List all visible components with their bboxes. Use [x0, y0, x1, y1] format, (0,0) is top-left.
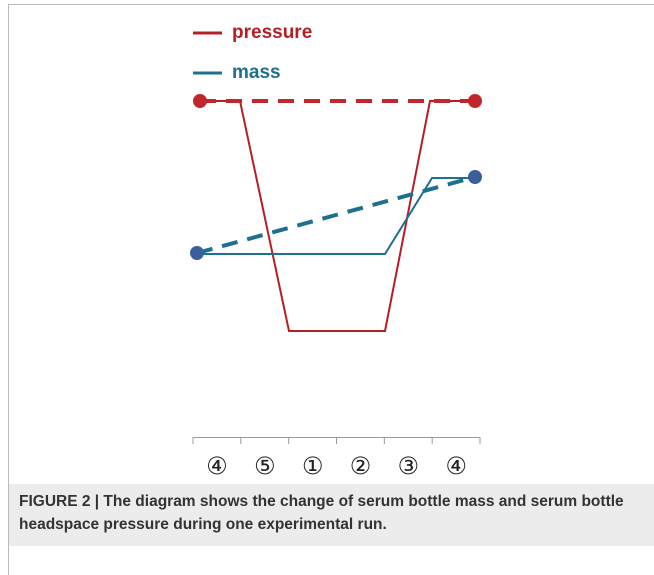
step-label: ⑤	[254, 452, 276, 480]
pressure-dot	[468, 94, 482, 108]
step-label: ②	[350, 452, 372, 480]
step-label: ④	[206, 452, 228, 480]
step-label: ③	[397, 452, 419, 480]
step-label: ④	[445, 452, 467, 480]
mass-dashed	[196, 175, 476, 255]
mass-dot	[190, 246, 204, 260]
caption: FIGURE 2 | The diagram shows the change …	[9, 484, 654, 546]
pressure-dot	[193, 94, 207, 108]
legend-label: pressure	[232, 22, 312, 43]
step-label: ①	[302, 452, 324, 480]
mass-dot	[468, 170, 482, 184]
mass-line	[197, 177, 475, 255]
legend-label: mass	[232, 62, 281, 83]
